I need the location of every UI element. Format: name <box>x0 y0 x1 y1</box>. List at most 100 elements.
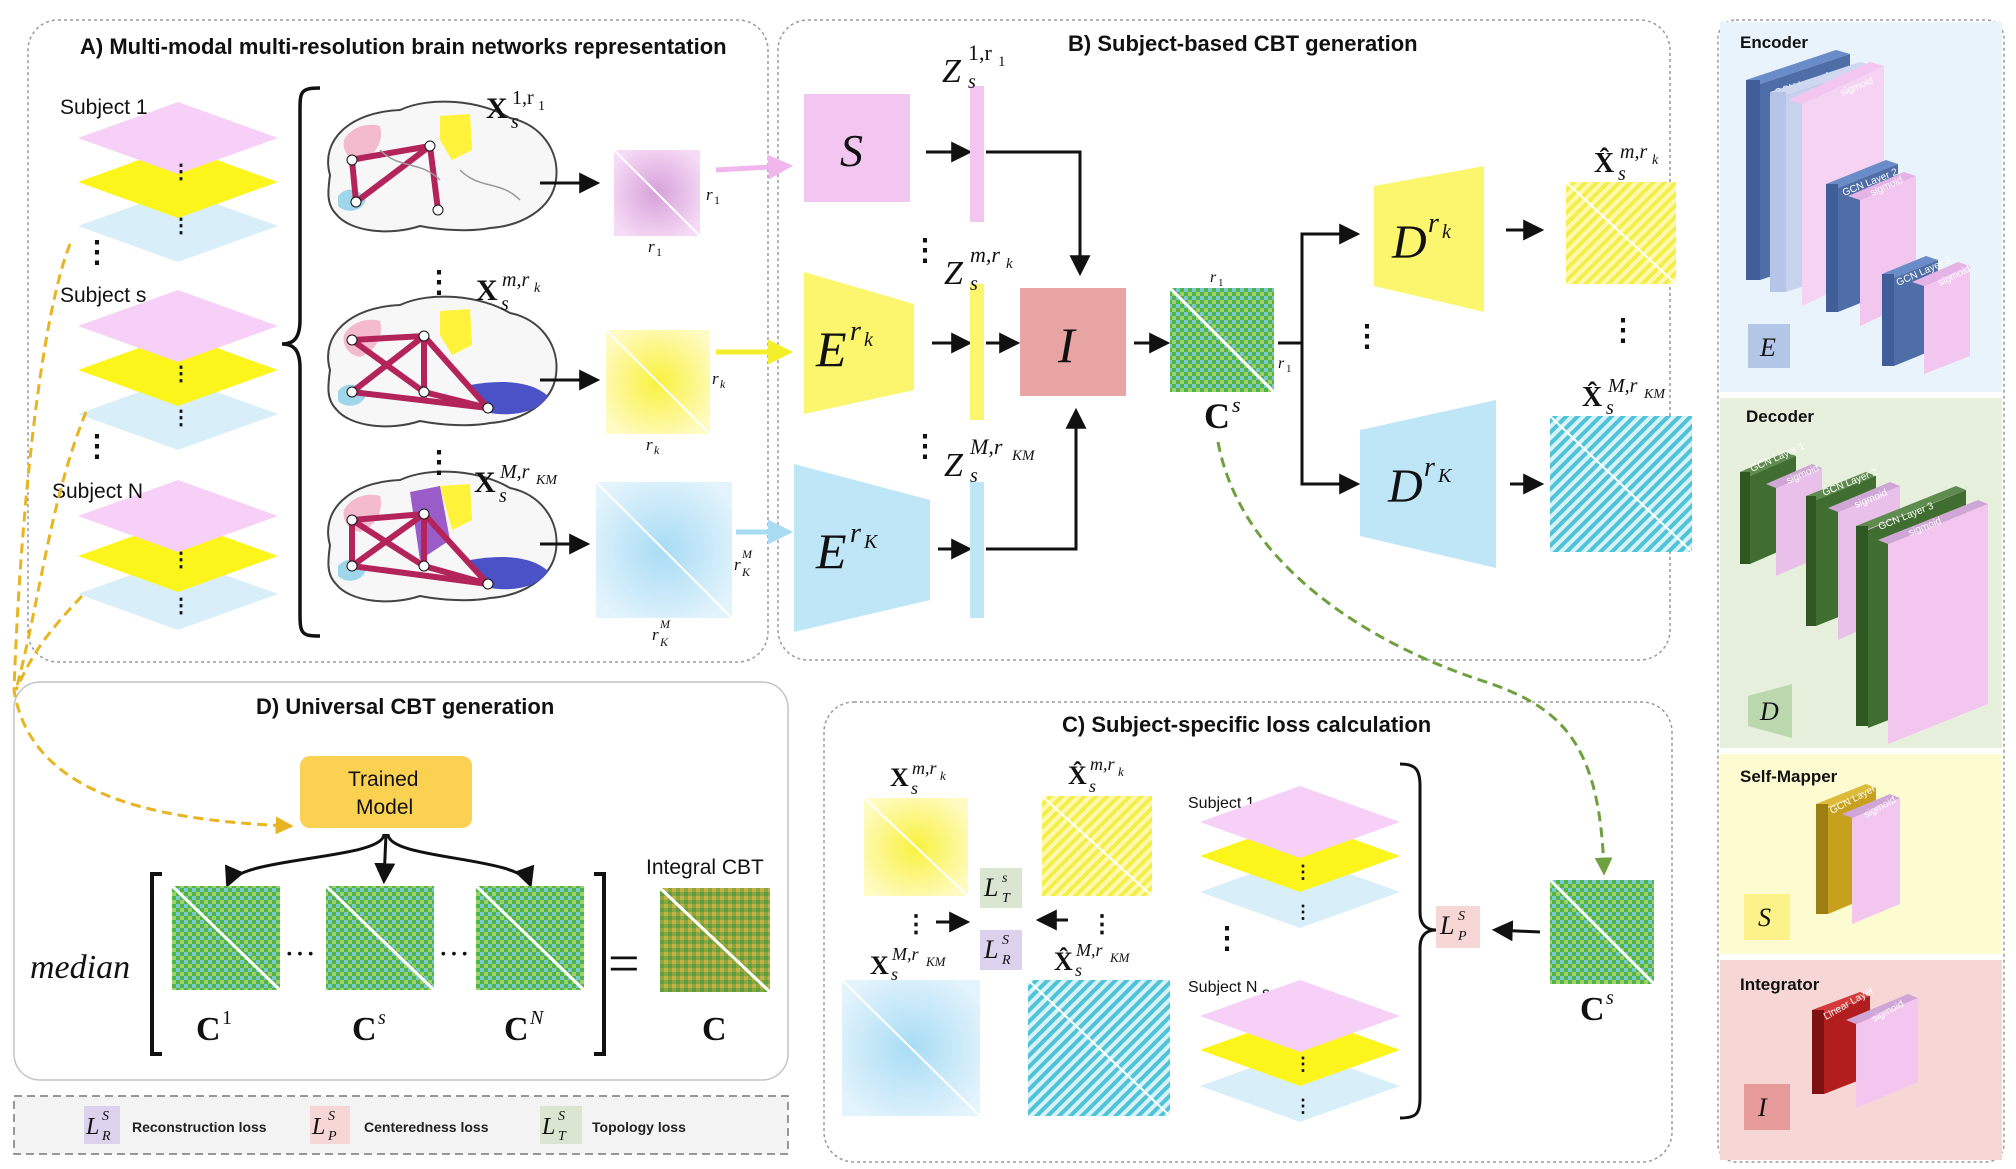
svg-text:⋮: ⋮ <box>171 549 191 571</box>
ellipsis-2: ··· <box>438 935 470 971</box>
svg-text:m,r: m,r <box>502 269 529 291</box>
svg-text:S: S <box>1458 909 1465 924</box>
svg-text:⋮: ⋮ <box>171 363 191 385</box>
legend-lp-swatch <box>310 1106 350 1144</box>
svg-text:r: r <box>652 625 659 644</box>
panel-c-title: C) Subject-specific loss calculation <box>1062 712 1431 737</box>
panel-d-title: D) Universal CBT generation <box>256 694 554 719</box>
encoder-symbol-box <box>1748 324 1790 368</box>
svg-text:m,r: m,r <box>1090 754 1115 774</box>
svg-text:s: s <box>968 71 976 93</box>
svg-text:r: r <box>712 369 719 388</box>
svg-text:k: k <box>654 443 660 457</box>
svg-text:C: C <box>1204 396 1230 436</box>
e-rK-label: E r K <box>815 518 879 579</box>
svg-text:r: r <box>1428 208 1439 239</box>
lp-symbol: L P S <box>1439 909 1467 944</box>
svg-text:S: S <box>102 1109 109 1124</box>
svg-text:r: r <box>734 555 741 574</box>
svg-text:1: 1 <box>998 54 1006 70</box>
cN-label: C N <box>504 1007 545 1048</box>
svg-text:N: N <box>529 1007 545 1029</box>
svg-text:1: 1 <box>538 99 545 114</box>
svg-text:1: 1 <box>1218 277 1224 289</box>
svg-text:L: L <box>541 1114 555 1140</box>
svg-text:KM: KM <box>535 473 558 488</box>
svg-text:s: s <box>499 485 507 507</box>
svg-text:s: s <box>970 465 978 487</box>
svg-text:P: P <box>1457 929 1467 944</box>
right-bracket-d <box>594 872 606 1056</box>
cs-r1-side: r 1 <box>1278 355 1292 375</box>
r1-bottom-label: r 1 <box>648 237 662 259</box>
i-block-label: I <box>1057 317 1077 373</box>
svg-text:1: 1 <box>714 193 720 207</box>
svg-text:S: S <box>558 1109 565 1124</box>
svg-text:⋮: ⋮ <box>171 215 191 237</box>
svg-text:K: K <box>1437 465 1453 487</box>
subject-s-label: Subject s <box>60 284 146 307</box>
svg-text:L: L <box>983 935 998 964</box>
svg-text:⋮: ⋮ <box>1294 1054 1312 1074</box>
svg-text:M,r: M,r <box>1075 940 1103 960</box>
svg-text:m,r: m,r <box>912 758 937 778</box>
subject-1-label: Subject 1 <box>60 96 148 119</box>
ellipsis-1: ··· <box>284 935 316 971</box>
arrow-pink <box>715 154 793 180</box>
svg-text:s: s <box>1089 776 1096 796</box>
svg-text:k: k <box>720 377 726 391</box>
svg-text:m,r: m,r <box>970 242 1000 267</box>
arrow-tm-cs <box>374 833 396 885</box>
lr-box <box>980 930 1022 970</box>
brace-a <box>281 86 321 638</box>
sidebar-frame <box>1717 19 2005 1163</box>
svg-text:X: X <box>870 951 889 980</box>
vdots-c2: ⋮ <box>1090 912 1114 938</box>
svg-text:1,r: 1,r <box>968 40 993 65</box>
legend-lr-swatch <box>84 1106 120 1144</box>
svg-text:⋮: ⋮ <box>171 407 191 429</box>
cs-label-d: C s <box>352 1007 386 1048</box>
svg-text:⋮: ⋮ <box>1294 902 1312 922</box>
svg-text:E: E <box>815 523 847 579</box>
svg-text:1,r: 1,r <box>512 87 534 109</box>
zm-label: Z m,r k s <box>944 242 1013 295</box>
svg-text:r: r <box>706 185 713 204</box>
decoder-symbol: D <box>1759 697 1779 726</box>
svg-text:M,r: M,r <box>891 944 919 964</box>
xhat-M-label: X̂ M,r KM s <box>1582 375 1666 419</box>
integrator-title: Integrator <box>1740 975 1820 994</box>
subject-n-label: Subject N <box>52 480 143 503</box>
xM-label: X M,r KM s <box>474 461 558 507</box>
brain-3 <box>327 470 558 603</box>
vdots-a1: ⋮ <box>82 236 112 269</box>
svg-text:M: M <box>659 617 671 631</box>
arrow-tm-c1 <box>225 833 386 888</box>
svg-text:P: P <box>327 1129 337 1144</box>
zM-bar <box>970 482 984 618</box>
trained-model-line2: Model <box>356 796 413 819</box>
svg-text:S: S <box>1002 933 1009 948</box>
svg-text:X: X <box>476 274 498 307</box>
brain-2 <box>327 295 558 428</box>
svg-text:D: D <box>1387 460 1423 513</box>
equals-sign: = <box>608 933 640 995</box>
svg-text:M,r: M,r <box>969 434 1003 459</box>
svg-text:L: L <box>983 873 998 902</box>
arrow-cs-drk <box>1300 223 1361 343</box>
zm-bar <box>970 284 984 420</box>
arrow-cs-lp <box>1491 920 1541 942</box>
panel-a-title: A) Multi-modal multi-resolution brain ne… <box>80 34 727 59</box>
green-dash-arrow <box>1216 441 1613 876</box>
legend-lt-swatch <box>540 1106 582 1144</box>
cs-r1-top: r 1 <box>1210 269 1224 289</box>
svg-text:s: s <box>1232 392 1241 417</box>
z1-bar <box>970 86 984 222</box>
lp-box <box>1436 906 1480 948</box>
svg-text:s: s <box>1618 163 1626 185</box>
lr-symbol: L R S <box>983 933 1011 968</box>
encoder-symbol: E <box>1759 333 1776 362</box>
arrow-zM-i <box>986 407 1087 551</box>
svg-text:1: 1 <box>656 245 662 259</box>
